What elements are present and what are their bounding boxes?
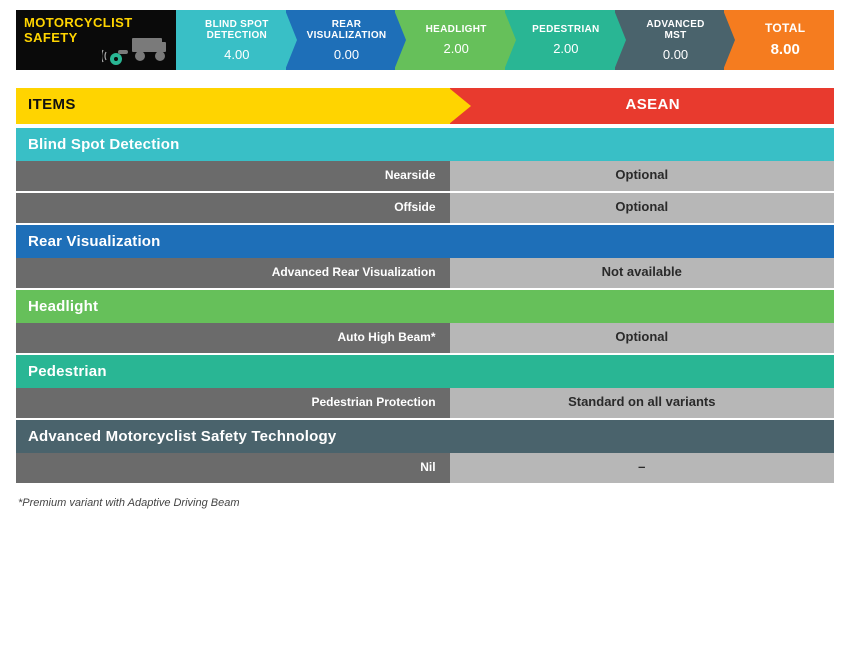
topbar-title-block: MOTORCYCLIST SAFETY bbox=[16, 10, 176, 70]
table-row: Pedestrian ProtectionStandard on all var… bbox=[16, 388, 834, 418]
section: PedestrianPedestrian ProtectionStandard … bbox=[16, 355, 834, 418]
content-table: ITEMS ASEAN Blind Spot DetectionNearside… bbox=[16, 88, 834, 483]
section-header: Blind Spot Detection bbox=[16, 128, 834, 161]
topbar-segment-value: 2.00 bbox=[407, 41, 505, 56]
topbar-segment: ADVANCEDMST 0.00 bbox=[615, 10, 725, 70]
topbar-segment-label: BLIND SPOTDETECTION bbox=[188, 19, 286, 41]
topbar-title-line2: SAFETY bbox=[24, 30, 78, 45]
table-row: OffsideOptional bbox=[16, 193, 834, 223]
topbar-segment: REARVISUALIZATION 0.00 bbox=[286, 10, 396, 70]
topbar-segment-label: PEDESTRIAN bbox=[517, 24, 615, 35]
topbar-segment-value: 0.00 bbox=[627, 47, 725, 62]
topbar-segment-value: 0.00 bbox=[298, 47, 396, 62]
row-value: Optional bbox=[450, 323, 834, 353]
table-row: Auto High Beam*Optional bbox=[16, 323, 834, 353]
topbar-segment: TOTAL 8.00 bbox=[724, 10, 834, 70]
top-score-bar: MOTORCYCLIST SAFETY BLIND SPOTDE bbox=[16, 10, 834, 70]
row-label: Pedestrian Protection bbox=[16, 388, 450, 418]
table-row: Advanced Rear VisualizationNot available bbox=[16, 258, 834, 288]
row-label: Advanced Rear Visualization bbox=[16, 258, 450, 288]
row-label: Nearside bbox=[16, 161, 450, 191]
table-row: Nil– bbox=[16, 453, 834, 483]
topbar-segment-label: REARVISUALIZATION bbox=[298, 19, 396, 41]
row-value: – bbox=[450, 453, 834, 483]
topbar-segment-value: 2.00 bbox=[517, 41, 615, 56]
topbar-segment-value: 4.00 bbox=[188, 47, 286, 62]
topbar-segment-label: HEADLIGHT bbox=[407, 24, 505, 35]
section: Advanced Motorcyclist Safety TechnologyN… bbox=[16, 420, 834, 483]
section: HeadlightAuto High Beam*Optional bbox=[16, 290, 834, 353]
row-label: Nil bbox=[16, 453, 450, 483]
row-value: Optional bbox=[450, 193, 834, 223]
sections-container: Blind Spot DetectionNearsideOptionalOffs… bbox=[16, 128, 834, 483]
footnote: *Premium variant with Adaptive Driving B… bbox=[16, 497, 834, 509]
row-value: Optional bbox=[450, 161, 834, 191]
topbar-segment: BLIND SPOTDETECTION 4.00 bbox=[176, 10, 286, 70]
topbar-segments: BLIND SPOTDETECTION4.00REARVISUALIZATION… bbox=[176, 10, 834, 70]
section-header: Rear Visualization bbox=[16, 225, 834, 258]
items-header-row: ITEMS ASEAN bbox=[16, 88, 834, 124]
topbar-title-line1: MOTORCYCLIST bbox=[24, 15, 133, 30]
topbar-segment: HEADLIGHT 2.00 bbox=[395, 10, 505, 70]
section-header: Advanced Motorcyclist Safety Technology bbox=[16, 420, 834, 453]
section-header: Pedestrian bbox=[16, 355, 834, 388]
topbar-segment-label: TOTAL bbox=[736, 22, 834, 35]
row-label: Offside bbox=[16, 193, 450, 223]
motorcycle-truck-icon bbox=[102, 32, 172, 68]
section-header: Headlight bbox=[16, 290, 834, 323]
topbar-segment-label: ADVANCEDMST bbox=[627, 19, 725, 41]
row-value: Not available bbox=[450, 258, 834, 288]
items-header-left: ITEMS bbox=[16, 88, 450, 124]
row-value: Standard on all variants bbox=[450, 388, 834, 418]
topbar-segment: PEDESTRIAN 2.00 bbox=[505, 10, 615, 70]
section: Blind Spot DetectionNearsideOptionalOffs… bbox=[16, 128, 834, 223]
table-row: NearsideOptional bbox=[16, 161, 834, 191]
topbar-segment-value: 8.00 bbox=[736, 41, 834, 58]
items-header-right: ASEAN bbox=[450, 88, 834, 124]
row-label: Auto High Beam* bbox=[16, 323, 450, 353]
section: Rear VisualizationAdvanced Rear Visualiz… bbox=[16, 225, 834, 288]
